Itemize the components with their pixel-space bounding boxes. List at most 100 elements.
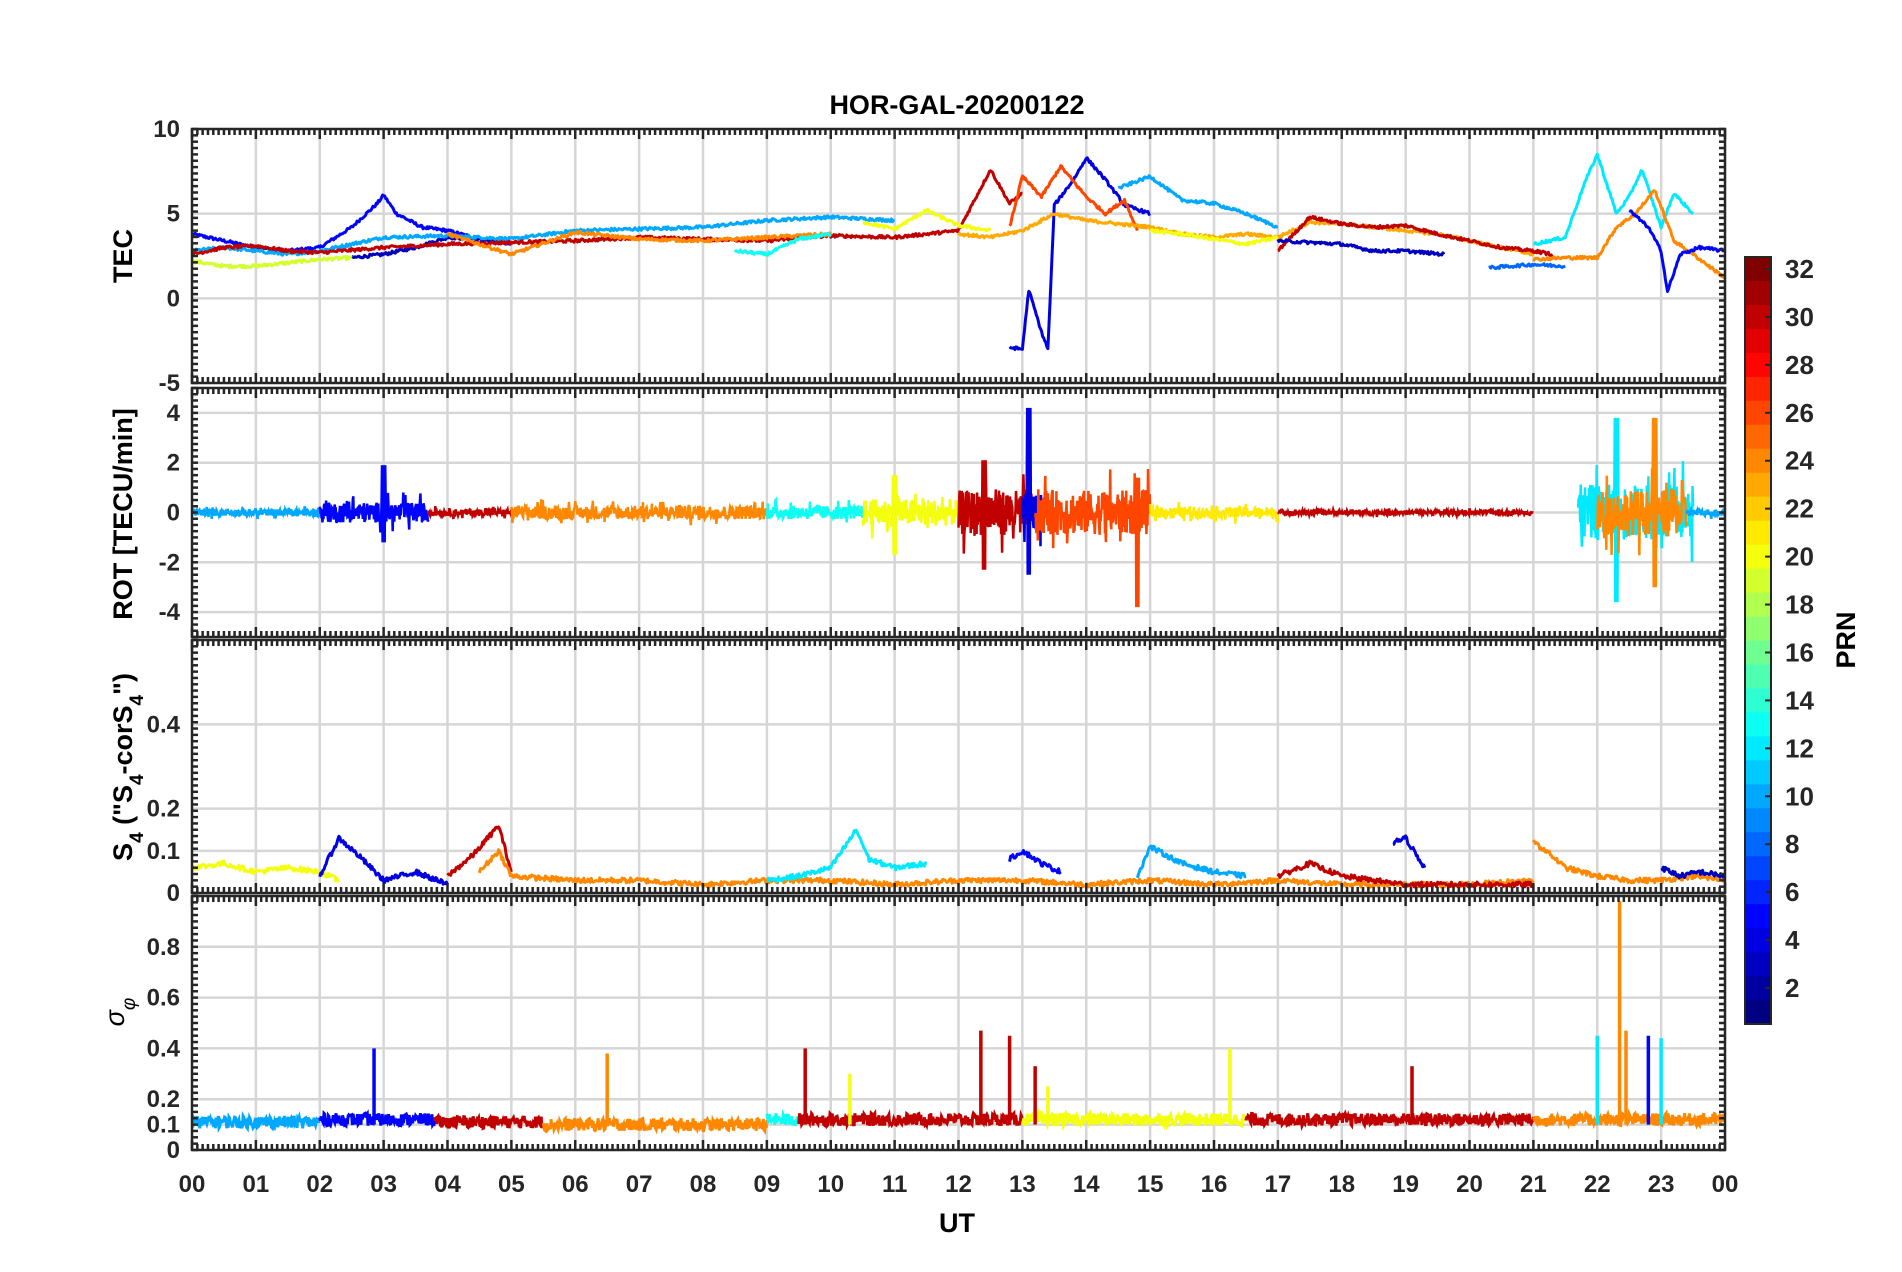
- sigphi-ytick-label: 0.6: [147, 985, 180, 1012]
- rot-ytick-label: 4: [167, 400, 181, 427]
- rot-ytick-label: -4: [159, 599, 181, 626]
- s4-ytick-label: 0.2: [147, 796, 180, 823]
- colorbar-tick-label: 26: [1785, 398, 1814, 428]
- colorbar-tick-label: 30: [1785, 302, 1814, 332]
- x-tick-label: 21: [1520, 1171, 1547, 1198]
- tec-ytick-label: -5: [159, 370, 180, 397]
- rot-ytick-label: 0: [167, 500, 180, 527]
- figure-title: HOR-GAL-20200122: [829, 90, 1084, 120]
- x-tick-label: 19: [1392, 1171, 1419, 1198]
- tec-series-prn24: [446, 230, 832, 257]
- tec-series-prn10: [1117, 174, 1279, 229]
- rot-burst-prn5: [318, 465, 430, 543]
- sigma-phi-panel: 00.10.2 0.4 0.6 0.8: [147, 894, 1727, 1164]
- rot-panel: -4 -2 0 2 4: [159, 386, 1727, 639]
- sigphi-ytick-label: 0: [167, 1137, 180, 1164]
- colorbar-frame: [1744, 256, 1772, 1025]
- x-tick-label: 07: [626, 1171, 653, 1198]
- colorbar-segment: [1745, 616, 1771, 642]
- colorbar-tick-label: 16: [1785, 637, 1814, 667]
- rot-burst-prn24: [510, 499, 769, 526]
- tec-panel: -5 0 5 10: [153, 116, 1727, 397]
- sigphi-ytick-label: 0.2: [147, 1086, 180, 1113]
- x-tick-label: 05: [498, 1171, 525, 1198]
- rot-burst-prn30: [427, 504, 513, 521]
- x-tick-label: 00: [179, 1171, 206, 1198]
- x-tick-label: 02: [306, 1171, 333, 1198]
- sigphi-baseline-prn24: [1532, 1108, 1725, 1130]
- x-tick-label: 16: [1201, 1171, 1228, 1198]
- colorbar-segment: [1745, 856, 1771, 881]
- tec-series-prn30: [192, 169, 1023, 257]
- colorbar-tick-label: 4: [1785, 925, 1800, 955]
- rot-burst-prn21: [1148, 501, 1280, 524]
- colorbar-segment: [1745, 1000, 1771, 1025]
- s4-series-prn10: [1135, 844, 1247, 880]
- colorbar-tick-label: 24: [1785, 446, 1814, 476]
- s4-series-prn24: [477, 848, 1535, 889]
- sigphi-ytick-label: 0.4: [147, 1035, 181, 1062]
- colorbar-segment: [1745, 712, 1771, 737]
- colorbar-tick-label: 20: [1785, 542, 1814, 572]
- x-tick-label: 11: [882, 1171, 907, 1198]
- tec-series-prn24: [1532, 189, 1725, 280]
- colorbar-segment: [1745, 424, 1771, 450]
- colorbar-tick-label: 10: [1785, 781, 1814, 811]
- sigphi-baseline-prn24: [541, 1114, 769, 1136]
- rot-burst-prn30: [957, 460, 1037, 570]
- rot-burst-prn24: [1596, 417, 1688, 588]
- colorbar-segment: [1745, 328, 1771, 354]
- rot-burst-prn20: [861, 475, 960, 555]
- colorbar-tick-label: 18: [1785, 590, 1814, 620]
- sigphi-baseline-prn20: [1020, 1107, 1247, 1131]
- tec-series-prn26: [1008, 164, 1139, 232]
- s4-series-prn3: [1660, 865, 1725, 880]
- x-axis: 00 01 02 03 04 05 06 07 08 09 10 11 12 13 14 15 16 17 18 19…: [179, 1171, 1739, 1198]
- tec-ytick-label: 5: [167, 201, 180, 228]
- x-tick-label: 17: [1265, 1171, 1292, 1198]
- sigphi-ytick-label: 0.8: [147, 934, 180, 961]
- x-tick-label: 13: [1009, 1171, 1036, 1198]
- s4-series-prn5: [1008, 849, 1062, 875]
- colorbar-tick-label: 22: [1785, 494, 1814, 524]
- sigphi-baseline-prn10: [192, 1110, 321, 1134]
- colorbar-tick-label: 6: [1785, 877, 1799, 907]
- s4-series-prn20: [192, 859, 340, 883]
- colorbar-tick-label: 8: [1785, 829, 1799, 859]
- colorbar-segment: [1745, 664, 1771, 690]
- colorbar-segment: [1745, 376, 1771, 402]
- s4-series-prn12: [766, 828, 928, 883]
- x-tick-label: 20: [1456, 1171, 1483, 1198]
- tec-series-prn5: [1628, 209, 1725, 293]
- rot-burst-prn26: [1033, 468, 1152, 608]
- rot-burst-prn30: [1276, 504, 1534, 521]
- tec-series-prn20: [1149, 228, 1279, 247]
- tec-ytick-label: 0: [167, 285, 180, 312]
- x-axis-label: UT: [939, 1208, 975, 1238]
- colorbar-segment: [1745, 760, 1771, 785]
- colorbar-tick-label: 12: [1785, 733, 1814, 763]
- colorbar-tick-label: 32: [1785, 254, 1814, 284]
- rot-ytick-label: -2: [159, 549, 180, 576]
- tec-ytick-label: 10: [153, 116, 180, 143]
- tec-ylabel: TEC: [108, 229, 138, 283]
- x-tick-label: 10: [817, 1171, 844, 1198]
- s4-ytick-label: 0: [167, 880, 180, 907]
- rot-burst-prn10: [192, 504, 322, 521]
- x-tick-label: 22: [1584, 1171, 1611, 1198]
- colorbar-segment: [1745, 808, 1771, 833]
- sigphi-baseline-prn30: [797, 1108, 1024, 1131]
- x-tick-label: 00: [1712, 1171, 1739, 1198]
- x-tick-label: 01: [243, 1171, 270, 1198]
- colorbar-tick-label: 14: [1785, 685, 1814, 715]
- colorbar-segment: [1745, 904, 1771, 929]
- tec-series-prn3: [1276, 238, 1446, 257]
- s4-series-prn4: [318, 834, 449, 886]
- x-tick-label: 09: [754, 1171, 781, 1198]
- colorbar-segment: [1745, 280, 1771, 306]
- x-tick-label: 18: [1328, 1171, 1355, 1198]
- tec-series-prn19: [192, 255, 353, 270]
- x-tick-label: 03: [370, 1171, 397, 1198]
